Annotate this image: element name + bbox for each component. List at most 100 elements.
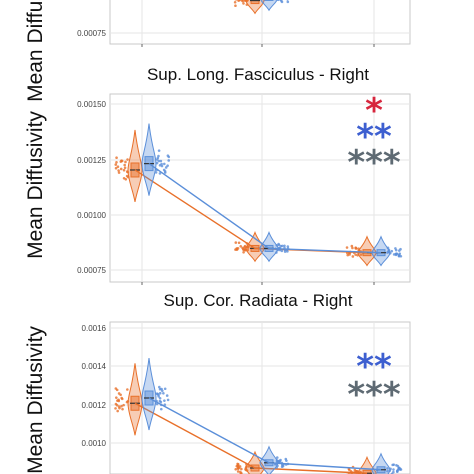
y-tick-label: 0.0010 [82,439,107,448]
point [236,464,240,468]
point [395,464,398,467]
point [241,246,244,250]
panel-scr-ylabel: Mean Diffusivity [24,326,47,474]
point [392,470,395,474]
point [237,241,241,245]
point [240,471,243,474]
point [283,244,286,248]
point [233,0,237,4]
series-line-1 [148,397,382,471]
point [386,467,389,470]
point [125,174,129,178]
series-line-0 [134,402,368,474]
point [398,468,402,471]
point [236,467,240,471]
point [163,171,167,174]
point [120,396,123,400]
point [276,0,280,2]
y-tick-label: 0.00100 [77,211,106,220]
point [117,171,121,174]
point [351,255,355,258]
panel-slf-title: Sup. Long. Fasciculus - Right [147,65,369,84]
point [164,166,168,169]
significance-star-0: ** [356,347,392,387]
point [353,468,357,472]
point [237,0,240,2]
point [386,246,390,250]
point [277,242,280,246]
y-tick-label: 0.0012 [82,401,107,410]
y-tick-label: 0.00125 [77,156,106,165]
point [280,0,284,4]
point [117,169,120,172]
point [119,167,123,171]
point [286,245,290,248]
point [286,0,290,4]
series-line-1 [148,163,382,254]
point [246,248,250,252]
point [245,469,249,472]
point [243,244,247,248]
panel-scr-title: Sup. Cor. Radiata - Right [164,291,353,310]
y-tick-label: 0.00150 [77,100,106,109]
point [345,246,349,249]
point [126,170,130,174]
point [166,154,170,157]
point [120,159,124,163]
point [242,250,245,254]
point [167,159,171,162]
panel-top-ylabel: Mean Diffusivity [24,0,47,102]
point [158,391,162,395]
panel-top-plot: 0.00075 [77,0,411,47]
point [125,400,129,404]
point [240,467,243,471]
point [392,468,395,471]
point [124,160,127,164]
point [163,399,166,402]
point [359,253,363,256]
point [162,162,166,166]
point [114,407,117,410]
point [159,159,163,163]
point [388,469,392,472]
point [162,391,165,395]
point [116,409,119,413]
point [155,161,159,165]
point [276,464,279,468]
point [356,253,359,257]
point [158,399,162,403]
panel-scr-plot: 0.0016 0.0014 0.0012 0.0010 ***** [82,321,411,474]
point [114,163,118,166]
point [247,244,250,248]
point [163,403,167,406]
point [241,0,245,3]
point [117,405,121,408]
point [156,392,159,396]
point [394,248,398,252]
point [348,468,351,472]
point [121,407,124,411]
point [158,163,162,167]
point [122,176,126,180]
panel-slf-ylabel: Mean Diffusivity [24,111,47,259]
point [157,149,161,152]
point [286,0,289,1]
point [158,397,162,400]
y-tick-label: 0.00075 [77,266,106,275]
point [126,388,129,391]
point [280,249,284,253]
point [354,253,357,256]
significance-star-0: * [365,91,383,131]
point [158,385,161,389]
point [245,0,249,2]
point [165,394,169,397]
point [236,470,240,473]
point [390,249,394,253]
y-tick-label: 0.00075 [77,29,106,38]
panel-scr: Sup. Cor. Radiata - Right Mean Diffusivi… [24,291,411,474]
point [391,463,394,467]
point [283,250,287,253]
point [234,467,238,471]
point [115,160,118,164]
